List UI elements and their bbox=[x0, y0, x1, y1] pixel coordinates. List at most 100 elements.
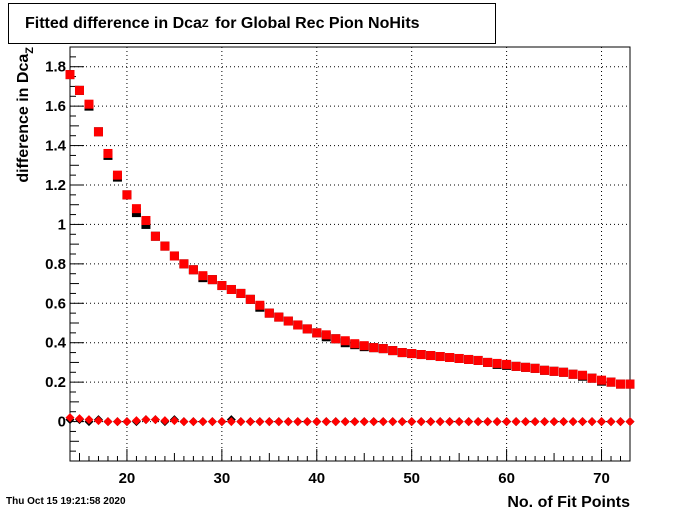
data-point-square bbox=[321, 330, 331, 340]
data-point-diamond bbox=[321, 417, 331, 427]
data-point-square bbox=[445, 353, 455, 362]
data-point-diamond bbox=[597, 417, 607, 427]
data-point-square bbox=[112, 170, 122, 180]
data-point-square bbox=[625, 379, 635, 389]
data-point-square bbox=[150, 231, 160, 241]
data-point-square bbox=[245, 294, 255, 304]
data-point-square bbox=[198, 271, 208, 281]
data-point-square bbox=[331, 334, 341, 344]
data-point-square bbox=[416, 350, 426, 360]
data-point-square bbox=[236, 288, 246, 298]
data-point-diamond bbox=[226, 417, 236, 427]
data-point-square bbox=[435, 352, 445, 362]
x-tick-label: 70 bbox=[593, 470, 610, 487]
x-tick-label: 30 bbox=[214, 470, 231, 487]
data-point-diamond bbox=[473, 417, 483, 427]
data-point-diamond bbox=[549, 417, 559, 427]
data-point-square bbox=[350, 339, 360, 349]
data-point-diamond bbox=[122, 417, 132, 427]
data-point-diamond bbox=[293, 417, 303, 427]
data-point-diamond bbox=[407, 417, 417, 427]
chart-title-sub: Z bbox=[201, 17, 209, 30]
data-point-square bbox=[188, 265, 198, 275]
y-tick-label: 1.4 bbox=[45, 138, 67, 155]
chart-title-main: Fitted difference in Dca bbox=[25, 14, 202, 32]
data-point-square bbox=[283, 316, 293, 326]
data-point-diamond bbox=[217, 417, 227, 427]
data-point-diamond bbox=[502, 417, 512, 427]
data-point-square bbox=[103, 148, 113, 158]
data-point-square bbox=[131, 204, 141, 214]
data-point-diamond bbox=[84, 415, 94, 425]
x-tick-label: 50 bbox=[403, 470, 420, 487]
data-point-diamond bbox=[340, 417, 350, 427]
y-tick-label: 0.8 bbox=[45, 256, 66, 273]
data-point-square bbox=[426, 351, 436, 361]
data-point-square bbox=[616, 379, 626, 389]
data-point-diamond bbox=[616, 417, 626, 427]
data-point-square bbox=[473, 355, 483, 365]
data-point-diamond bbox=[169, 416, 179, 426]
x-tick-label: 60 bbox=[498, 470, 515, 487]
y-axis-title: difference in DcaZ bbox=[15, 47, 36, 183]
data-point-diamond bbox=[331, 417, 341, 427]
data-point-square bbox=[559, 367, 569, 377]
data-point-square bbox=[65, 70, 75, 80]
data-point-square bbox=[568, 369, 578, 379]
data-point-diamond bbox=[302, 417, 312, 427]
y-tick-label: 1.6 bbox=[45, 98, 66, 115]
data-point-diamond bbox=[141, 415, 151, 425]
y-tick-label: 1.2 bbox=[45, 177, 66, 194]
data-point-diamond bbox=[274, 417, 284, 427]
x-tick-label: 40 bbox=[308, 470, 325, 487]
data-point-square bbox=[74, 85, 84, 95]
y-axis-title-main: difference in Dca bbox=[15, 54, 32, 183]
data-point-diamond bbox=[179, 417, 189, 427]
data-point-square bbox=[312, 328, 322, 338]
data-point-diamond bbox=[388, 417, 398, 427]
data-point-diamond bbox=[378, 417, 388, 427]
data-point-diamond bbox=[492, 417, 502, 427]
data-point-diamond bbox=[198, 417, 208, 427]
y-axis-title-sub: Z bbox=[24, 47, 36, 54]
data-point-diamond bbox=[445, 417, 455, 427]
data-point-square bbox=[293, 320, 303, 330]
data-point-square bbox=[369, 343, 379, 353]
data-point-square bbox=[606, 377, 616, 387]
data-point-diamond bbox=[188, 417, 198, 427]
y-tick-label: 0.6 bbox=[45, 295, 66, 312]
data-point-square bbox=[302, 324, 312, 334]
data-point-square bbox=[388, 346, 398, 356]
data-point-square bbox=[407, 349, 417, 359]
data-point-diamond bbox=[350, 417, 360, 427]
data-point-diamond bbox=[236, 417, 246, 427]
data-point-diamond bbox=[530, 417, 540, 427]
data-point-diamond bbox=[264, 417, 274, 427]
data-point-square bbox=[274, 312, 284, 322]
plot-frame bbox=[69, 46, 631, 462]
data-point-diamond bbox=[464, 417, 474, 427]
data-point-diamond bbox=[511, 417, 521, 427]
data-point-diamond bbox=[207, 417, 217, 427]
data-point-diamond bbox=[103, 417, 113, 427]
data-point-square bbox=[84, 99, 94, 109]
data-point-square bbox=[359, 341, 369, 351]
chart-title-rest: for Global Rec Pion NoHits bbox=[215, 14, 420, 32]
data-point-square bbox=[169, 251, 179, 261]
data-point-diamond bbox=[369, 417, 379, 427]
data-point-square bbox=[122, 190, 132, 200]
x-tick-label: 20 bbox=[119, 470, 136, 487]
data-point-diamond bbox=[454, 417, 464, 427]
tick-labels: 20 30 40 50 60 70 0 0.2 0.4 0.6 0.8 1 1.2 1.4 1.6 1.8 bbox=[45, 59, 610, 487]
data-point-diamond bbox=[606, 417, 616, 427]
data-point-diamond bbox=[568, 417, 578, 427]
data-point-diamond bbox=[65, 413, 75, 423]
data-point-diamond bbox=[112, 417, 122, 427]
data-point-square bbox=[521, 362, 531, 372]
grid-lines bbox=[70, 47, 630, 461]
data-point-square bbox=[226, 284, 236, 294]
data-point-diamond bbox=[483, 417, 493, 427]
x-axis-title: No. of Fit Points bbox=[507, 494, 630, 511]
data-point-diamond bbox=[426, 417, 436, 427]
